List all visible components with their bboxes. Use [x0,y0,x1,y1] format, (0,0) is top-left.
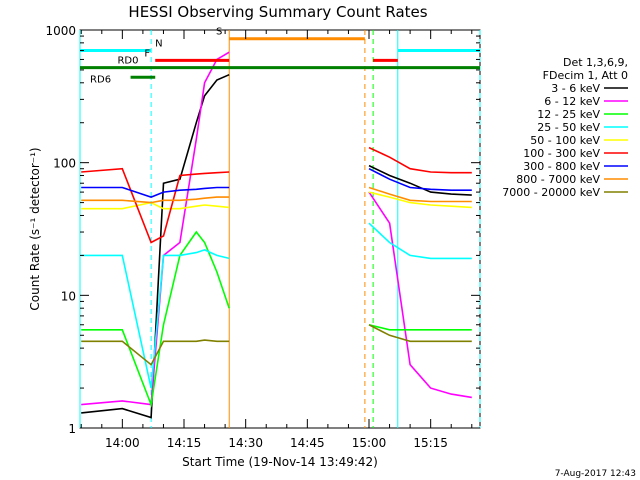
y-tick-label: 100 [53,157,76,171]
x-axis-label: Start Time (19-Nov-14 13:49:42) [182,455,378,469]
series-line-5 [81,146,472,244]
series-line-3 [81,222,472,389]
series-line-4 [81,191,472,210]
series-line-7 [81,186,472,204]
series-line-2 [81,230,472,408]
series-lines [81,51,472,419]
status-bars: NF S RD0 RD6 [80,27,480,85]
chart-title: HESSI Observing Summary Count Rates [128,3,427,21]
series-line-8 [81,324,472,366]
y-tick-label: 1 [68,422,76,436]
event-lines [79,30,481,428]
legend-entry-label: 3 - 6 keV [551,82,600,95]
y-axis-ticks: 1 10 100 1000 [45,24,480,436]
status-label-s: S [216,27,222,38]
legend-entry-label: 25 - 50 keV [537,121,600,134]
legend-entry-label: 12 - 25 keV [537,108,600,121]
series-line-1 [81,51,472,406]
legend-header: FDecim 1, Att 0 [543,69,628,82]
series-line-0 [81,73,472,419]
legend-entry-label: 800 - 7000 keV [516,173,600,186]
legend-entry-label: 50 - 100 keV [530,134,600,147]
plot-frame [79,29,481,429]
status-label-rd6: RD6 [90,74,111,85]
legend-entry-label: 6 - 12 keV [544,95,600,108]
x-tick-label: 15:00 [352,436,387,450]
legend-entry-label: 7000 - 20000 keV [502,186,600,199]
y-axis-label: Count Rate (s⁻¹ detector⁻¹) [28,147,42,310]
x-tick-label: 14:15 [167,436,202,450]
x-tick-label: 14:00 [105,436,140,450]
status-label-f: F [144,48,150,59]
legend-entry-label: 100 - 300 keV [523,147,600,160]
legend-entry-label: 300 - 800 keV [523,160,600,173]
y-tick-label: 10 [61,289,76,303]
series-line-6 [81,167,472,198]
status-label-n: N [155,39,162,50]
status-label-rd0: RD0 [117,56,138,67]
timestamp: 7-Aug-2017 12:43 [555,469,636,479]
y-tick-label: 1000 [45,24,76,38]
legend-header: Det 1,3,6,9, [563,56,628,69]
x-tick-label: 14:45 [290,436,325,450]
x-tick-label: 15:15 [413,436,448,450]
x-axis-ticks: 14:00 14:15 14:30 14:45 15:00 15:15 [80,30,473,450]
x-tick-label: 14:30 [228,436,263,450]
